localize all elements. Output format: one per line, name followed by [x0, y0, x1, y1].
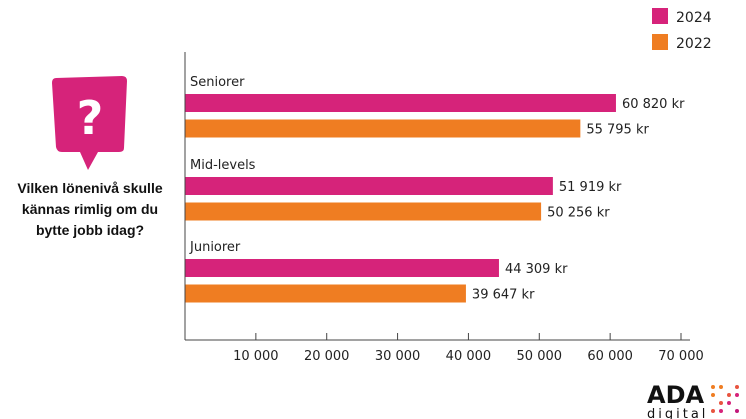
logo-dot — [719, 401, 723, 405]
logo-dot — [735, 385, 739, 389]
logo-dot — [719, 385, 723, 389]
legend: 2024 2022 — [652, 8, 712, 52]
x-tick-label: 20 000 — [304, 349, 350, 364]
data-label: 55 795 kr — [586, 123, 649, 138]
logo-dot — [727, 401, 731, 405]
data-label: 51 919 kr — [559, 180, 622, 195]
legend-label-2024: 2024 — [676, 10, 712, 26]
question-text: Vilken lönenivå skulle kännas rimlig om … — [17, 180, 163, 238]
legend-swatch-2022 — [652, 34, 668, 50]
bar-2022 — [185, 202, 542, 221]
bar-2024 — [185, 94, 616, 112]
logo-dot — [711, 409, 715, 413]
x-tick-label: 60 000 — [587, 349, 633, 364]
logo-dot — [711, 393, 715, 397]
ada-digital-logo: ADA digital — [647, 381, 739, 419]
data-label: 44 309 kr — [505, 262, 568, 277]
logo-sub: digital — [647, 407, 708, 419]
logo-dot — [735, 409, 739, 413]
bar-2022 — [185, 284, 466, 303]
legend-swatch-2024 — [652, 8, 668, 24]
logo-dot — [735, 393, 739, 397]
category-label: Mid-levels — [190, 158, 256, 173]
x-tick-label: 30 000 — [375, 349, 421, 364]
legend-label-2022: 2022 — [676, 36, 712, 52]
data-label: 50 256 kr — [547, 206, 610, 221]
bar-2024 — [185, 259, 499, 277]
x-tick-label: 50 000 — [517, 349, 563, 364]
question-bubble-icon: ? — [52, 76, 127, 170]
category-label: Seniorer — [190, 75, 245, 90]
data-label: 39 647 kr — [472, 288, 535, 303]
x-tick-label: 10 000 — [233, 349, 279, 364]
logo-dot — [711, 385, 715, 389]
svg-text:?: ? — [77, 91, 104, 145]
x-tick-label: 70 000 — [658, 349, 704, 364]
x-tick-label: 40 000 — [446, 349, 492, 364]
data-label: 60 820 kr — [622, 97, 685, 112]
logo-dot — [727, 393, 731, 397]
bar-2024 — [185, 177, 553, 195]
logo-name: ADA — [647, 381, 704, 409]
logo-dot — [719, 409, 723, 413]
category-label: Juniorer — [189, 240, 241, 255]
bar-2022 — [185, 119, 581, 138]
